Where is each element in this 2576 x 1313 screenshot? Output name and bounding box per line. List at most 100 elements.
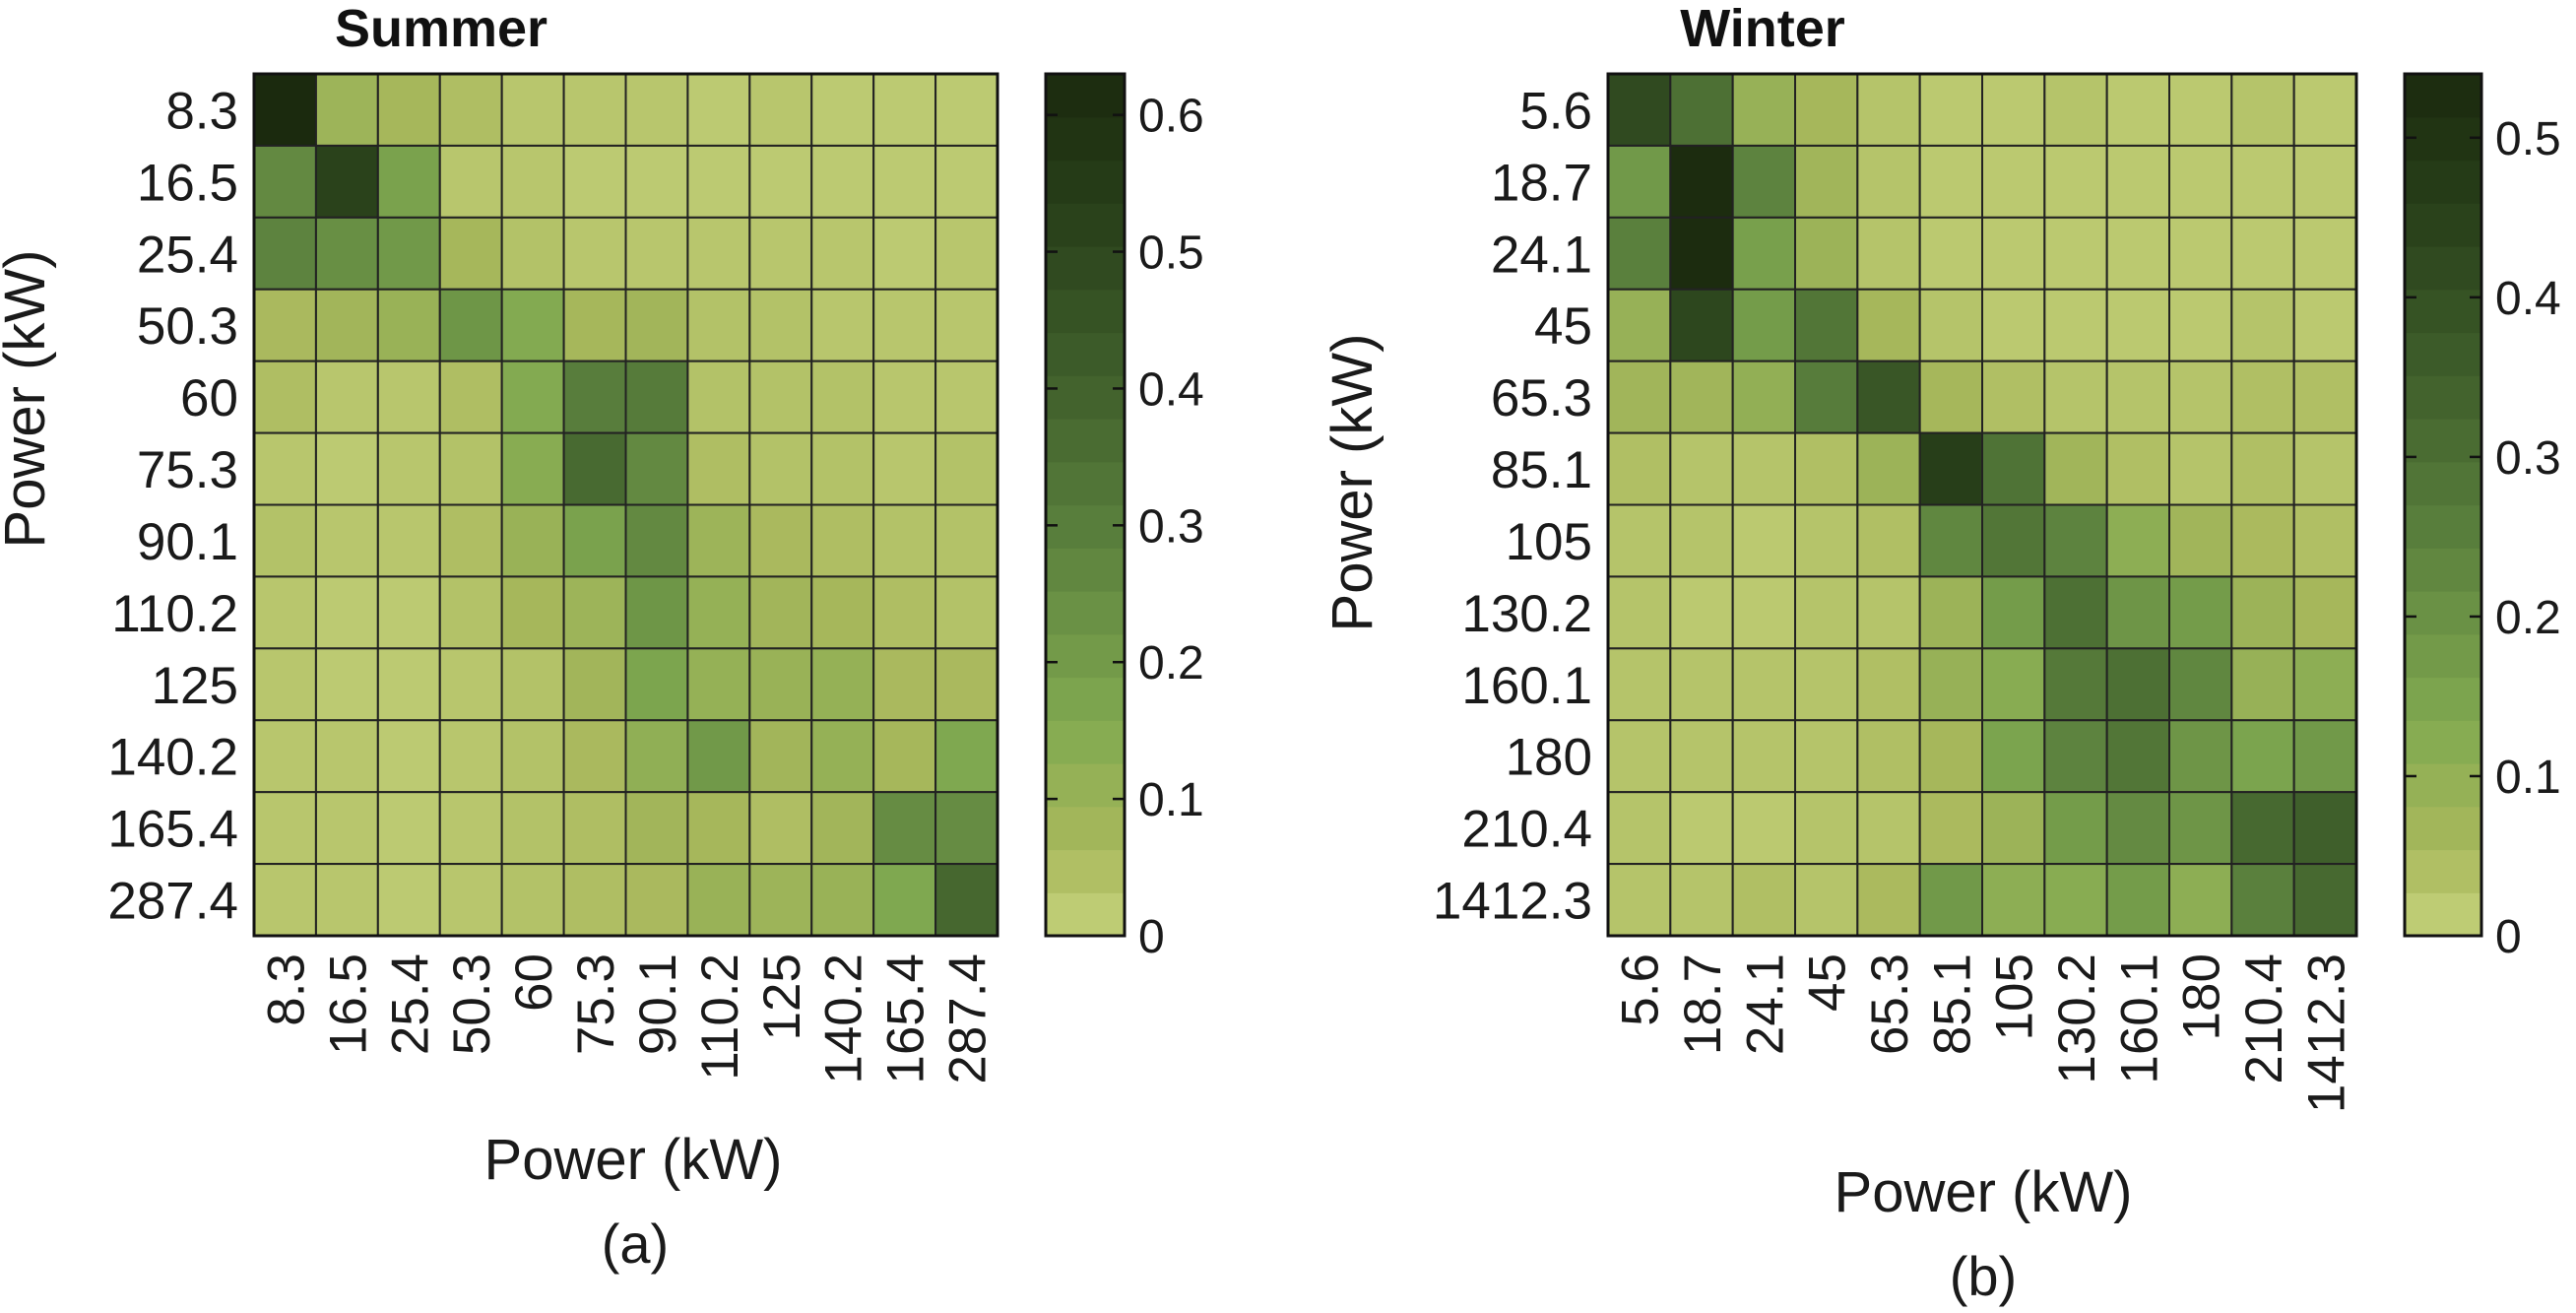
colorbar-segment (2405, 74, 2481, 118)
heatmap-cell (1918, 431, 1983, 506)
heatmap-cell (748, 719, 813, 794)
heatmap-cell (2230, 144, 2295, 219)
heatmap-cell (934, 647, 998, 722)
heatmap-cell (253, 647, 317, 722)
colorbar-segment (1046, 548, 1125, 592)
x-tick-label: 16.5 (319, 953, 377, 1055)
heatmap-cell (1731, 863, 1796, 937)
x-tick-label: 110.2 (691, 953, 749, 1081)
heatmap-cell (810, 431, 875, 506)
colorbar-segment (2405, 849, 2481, 893)
heatmap-cell (2230, 431, 2295, 506)
heatmap-cell (872, 503, 937, 578)
heatmap-cell (686, 647, 751, 722)
heatmap-cell (2168, 863, 2233, 937)
heatmap-cell (1794, 144, 1859, 219)
colorbar-segment (2405, 591, 2481, 635)
heatmap-cell (872, 360, 937, 434)
heatmap-cell (1607, 575, 1672, 650)
heatmap-cell (562, 647, 627, 722)
heatmap-cell (1669, 575, 1734, 650)
heatmap-cell (2105, 791, 2171, 866)
heatmap-cell (934, 791, 998, 866)
colorbar-segment (1046, 461, 1125, 506)
colorbar-segment (2405, 332, 2481, 376)
summer-colorbar-tick-labels: 0 0.1 0.2 0.3 0.4 0.5 0.6 (1046, 91, 1204, 963)
y-tick-label: 130.2 (1461, 585, 1592, 643)
heatmap-cell (1856, 647, 1921, 722)
x-tick-label: 105 (1986, 953, 2044, 1040)
heatmap-cell (1981, 288, 2046, 362)
heatmap-cell (314, 360, 379, 434)
heatmap-cell (2292, 719, 2358, 794)
heatmap-cell (1918, 216, 1983, 291)
heatmap-cell (1731, 360, 1796, 434)
heatmap-cell (624, 647, 689, 722)
x-tick-label: 140.2 (815, 953, 873, 1084)
heatmap-cell (2230, 575, 2295, 650)
heatmap-cell (2168, 431, 2233, 506)
heatmap-cell (253, 791, 317, 866)
x-tick-label: 210.4 (2235, 953, 2293, 1084)
colorbar-segment (2405, 763, 2481, 808)
heatmap-cell (500, 216, 565, 291)
y-tick-label: 90.1 (137, 513, 238, 571)
x-tick-label: 65.3 (1861, 953, 1919, 1055)
heatmap-cell (2105, 360, 2171, 434)
heatmap-cell (934, 863, 998, 937)
heatmap-cell (2043, 144, 2108, 219)
heatmap-cell (934, 360, 998, 434)
heatmap-cell (624, 791, 689, 866)
heatmap-cell (1794, 575, 1859, 650)
heatmap-cell (872, 73, 937, 147)
colorbar-tick-label: 0.4 (2495, 273, 2561, 325)
winter-heatmap-cells (1606, 72, 2358, 938)
heatmap-cell (748, 503, 813, 578)
heatmap-cell (1669, 360, 1734, 434)
heatmap-cell (2168, 360, 2233, 434)
heatmap-cell (1607, 503, 1672, 578)
colorbar-segment (2405, 461, 2481, 506)
colorbar-segment (1046, 892, 1125, 937)
y-tick-label: 18.7 (1491, 154, 1592, 212)
heatmap-cell (686, 288, 751, 362)
heatmap-cell (624, 575, 689, 650)
heatmap-cell (872, 144, 937, 219)
heatmap-cell (1918, 288, 1983, 362)
heatmap-cell (500, 431, 565, 506)
colorbar-segment (1046, 116, 1125, 162)
colorbar-segment (2405, 720, 2481, 764)
heatmap-cell (748, 216, 813, 291)
y-tick-label: 160.1 (1461, 657, 1592, 715)
y-tick-label: 16.5 (137, 154, 238, 212)
heatmap-cell (624, 216, 689, 291)
heatmap-cell (253, 360, 317, 434)
summer-colorbar (1044, 72, 1127, 938)
heatmap-cell (1607, 791, 1672, 866)
heatmap-cell (686, 575, 751, 650)
summer-panel: Summer 8.316.525.450.36075.390.1110.2125… (0, 0, 1204, 1275)
heatmap-cell (810, 360, 875, 434)
heatmap-cell (253, 431, 317, 506)
heatmap-cell (1794, 73, 1859, 147)
heatmap-cell (253, 288, 317, 362)
heatmap-cell (2292, 647, 2358, 722)
heatmap-cell (1794, 791, 1859, 866)
heatmap-cell (2292, 863, 2358, 937)
heatmap-cell (314, 575, 379, 650)
y-tick-label: 125 (152, 657, 238, 715)
x-tick-label: 160.1 (2110, 953, 2168, 1084)
heatmap-cell (2292, 216, 2358, 291)
heatmap-cell (562, 216, 627, 291)
heatmap-cell (2292, 503, 2358, 578)
y-tick-label: 105 (1506, 513, 1592, 571)
heatmap-cell (2043, 863, 2108, 937)
colorbar-segment (1046, 203, 1125, 247)
heatmap-cell (438, 503, 503, 578)
colorbar-border (1044, 72, 1127, 938)
heatmap-cell (562, 575, 627, 650)
heatmap-cell (314, 863, 379, 937)
heatmap-cell (1607, 73, 1672, 147)
heatmap-cell (1669, 144, 1734, 219)
heatmap-cell (376, 288, 441, 362)
